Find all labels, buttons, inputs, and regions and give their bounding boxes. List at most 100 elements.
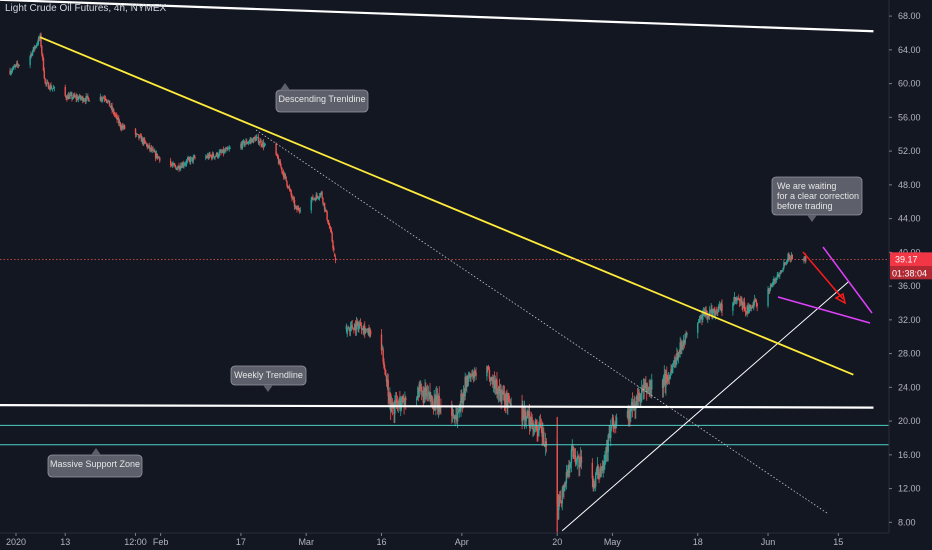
candle-body [138, 134, 140, 139]
candle-body [782, 267, 784, 271]
annotation-descending[interactable]: Descending Trenldine [275, 83, 369, 113]
candle-body [610, 429, 612, 439]
candle-body [507, 393, 509, 407]
candle-body [454, 418, 456, 420]
candle-body [578, 455, 580, 468]
candle-body [72, 94, 75, 98]
candle-body [707, 315, 710, 317]
candle-body [702, 313, 704, 320]
candle-body [154, 151, 157, 158]
candle-body [682, 340, 685, 346]
candle-body [674, 360, 676, 364]
candle-body [388, 396, 390, 401]
candle-body [602, 468, 604, 471]
candle-body [537, 432, 539, 436]
candle-body [712, 311, 714, 317]
candle-body [350, 325, 353, 327]
candle-body [641, 387, 644, 391]
candle-body [152, 149, 154, 151]
candle-body [604, 459, 606, 462]
candle-body [495, 379, 497, 385]
candle-body [774, 280, 777, 282]
annotation-descending-text: Descending Trenldine [278, 94, 365, 104]
candle-body [627, 411, 630, 421]
candle-body [592, 478, 594, 489]
candle-body [143, 139, 145, 144]
candle-body [80, 98, 82, 99]
candle-body [502, 391, 504, 393]
x-tick-label: 12:00 [124, 537, 147, 547]
candle-body [753, 299, 756, 302]
candle-body [225, 149, 227, 152]
candle-body [220, 151, 222, 153]
candle-body [282, 171, 284, 173]
triangle-lower-leg [777, 296, 871, 324]
y-tick-label: 16.00 [898, 450, 921, 460]
candle-body [296, 207, 298, 210]
candle-body [531, 417, 533, 429]
candle-body [111, 105, 113, 111]
candle-body [436, 395, 438, 397]
candle-body [505, 392, 507, 404]
candle-body [649, 387, 651, 390]
candle-body [82, 96, 84, 102]
candle-body [317, 196, 319, 198]
candle-body [114, 114, 117, 116]
candle-body [733, 302, 735, 304]
candle-body [394, 403, 396, 414]
candle-body [176, 167, 179, 170]
candle-body [677, 351, 680, 359]
arrow-shaft [802, 251, 844, 300]
candle-body [803, 258, 805, 261]
candle-body [570, 449, 573, 464]
candle-body [785, 262, 788, 264]
candle-body [802, 259, 804, 261]
candle-body [661, 379, 664, 388]
annotation-weekly[interactable]: Weekly Trendline [230, 365, 307, 392]
candle-body [779, 273, 781, 277]
candle-body [318, 197, 320, 199]
candle-body [83, 100, 86, 102]
candle-body [635, 396, 638, 406]
candle-body [405, 397, 407, 401]
candle-body [145, 143, 148, 145]
candle-body [249, 140, 251, 142]
candle-body [224, 150, 226, 152]
candle-body [738, 298, 740, 300]
annotation-support[interactable]: Massive Support Zone [47, 448, 143, 478]
candle-body [614, 423, 616, 429]
y-tick-label: 12.00 [898, 484, 921, 494]
candle-body [746, 306, 748, 313]
candle-body [50, 85, 52, 89]
candle-body [772, 282, 774, 286]
candle-body [579, 456, 582, 459]
candle-body [666, 373, 668, 379]
candle-body [32, 47, 35, 52]
candle-body [719, 305, 722, 310]
candle-body [31, 51, 34, 56]
candle-body [769, 288, 771, 292]
candle-body [333, 253, 336, 256]
candle-body [261, 144, 263, 146]
candle-body [492, 377, 494, 385]
candle-body [739, 298, 742, 302]
candle-body [184, 163, 186, 165]
candle-body [328, 223, 330, 225]
candle-body [671, 365, 674, 374]
candle-body [147, 146, 149, 148]
candle-body [113, 113, 116, 115]
candle-body [774, 278, 776, 282]
candle-body [510, 404, 512, 406]
candle-body [65, 95, 67, 99]
candle-body [257, 137, 260, 144]
candle-body [780, 270, 783, 272]
candle-body [395, 399, 397, 404]
candle-body [13, 66, 15, 68]
candle-body [501, 392, 503, 401]
candle-body [51, 88, 54, 90]
candle-body [605, 454, 607, 460]
candle-body [206, 155, 209, 158]
